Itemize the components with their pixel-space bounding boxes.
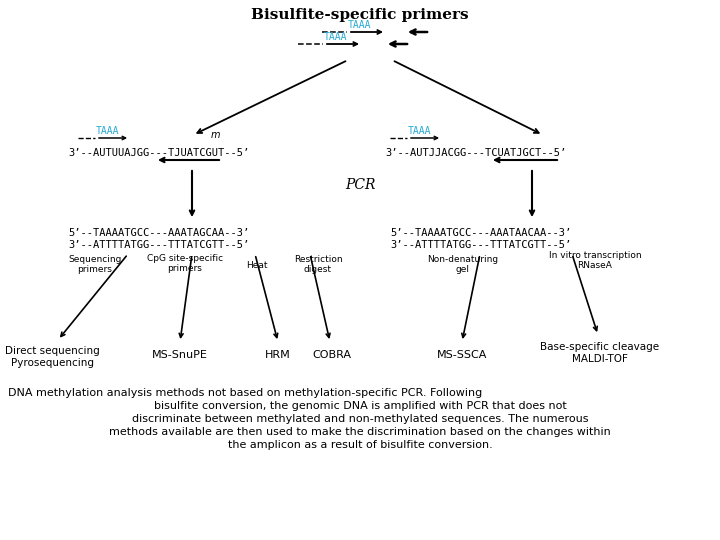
Text: the amplicon as a result of bisulfite conversion.: the amplicon as a result of bisulfite co… <box>228 440 492 450</box>
Text: m: m <box>210 130 220 140</box>
Text: 5’--TAAAATGCC---AAATAACAA--3’: 5’--TAAAATGCC---AAATAACAA--3’ <box>390 228 571 238</box>
Text: PCR: PCR <box>345 178 375 192</box>
Text: In vitro transcription
RNaseA: In vitro transcription RNaseA <box>549 251 642 271</box>
Text: Restriction
digest: Restriction digest <box>294 255 342 274</box>
Text: CpG site-specific
primers: CpG site-specific primers <box>147 254 223 273</box>
Text: HRM: HRM <box>265 350 291 360</box>
Text: Non-denaturing
gel: Non-denaturing gel <box>428 255 498 274</box>
Text: Base-specific cleavage
MALDI-TOF: Base-specific cleavage MALDI-TOF <box>541 342 660 363</box>
Text: DNA methylation analysis methods not based on methylation-specific PCR. Followin: DNA methylation analysis methods not bas… <box>8 388 482 398</box>
Text: 3’--AUTJJACGG---TCUATJGCT--5’: 3’--AUTJJACGG---TCUATJGCT--5’ <box>385 148 566 158</box>
Text: 3’--ATTTTATGG---TTTATCGTT--5’: 3’--ATTTTATGG---TTTATCGTT--5’ <box>390 240 571 250</box>
Text: TAAA: TAAA <box>348 20 372 30</box>
Text: TAAA: TAAA <box>408 126 431 136</box>
Text: COBRA: COBRA <box>312 350 351 360</box>
Text: methods available are then used to make the discrimination based on the changes : methods available are then used to make … <box>109 427 611 437</box>
Text: discriminate between methylated and non-methylated sequences. The numerous: discriminate between methylated and non-… <box>132 414 588 424</box>
Text: 3’--AUTUUAJGG---TJUATCGUT--5’: 3’--AUTUUAJGG---TJUATCGUT--5’ <box>68 148 249 158</box>
Text: 3’--ATTTTATGG---TTTATCGTT--5’: 3’--ATTTTATGG---TTTATCGTT--5’ <box>68 240 249 250</box>
Text: Sequencing
primers: Sequencing primers <box>68 255 122 274</box>
Text: Heat: Heat <box>246 261 268 270</box>
Text: MS-SnuPE: MS-SnuPE <box>152 350 208 360</box>
Text: Direct sequencing
Pyrosequencing: Direct sequencing Pyrosequencing <box>4 346 99 368</box>
Text: 5’--TAAAATGCC---AAATAGCAA--3’: 5’--TAAAATGCC---AAATAGCAA--3’ <box>68 228 249 238</box>
Text: MS-SSCA: MS-SSCA <box>437 350 487 360</box>
Text: Bisulfite-specific primers: Bisulfite-specific primers <box>251 8 469 22</box>
Text: TAAA: TAAA <box>324 32 348 42</box>
Text: bisulfite conversion, the genomic DNA is amplified with PCR that does not: bisulfite conversion, the genomic DNA is… <box>153 401 567 411</box>
Text: TAAA: TAAA <box>96 126 120 136</box>
